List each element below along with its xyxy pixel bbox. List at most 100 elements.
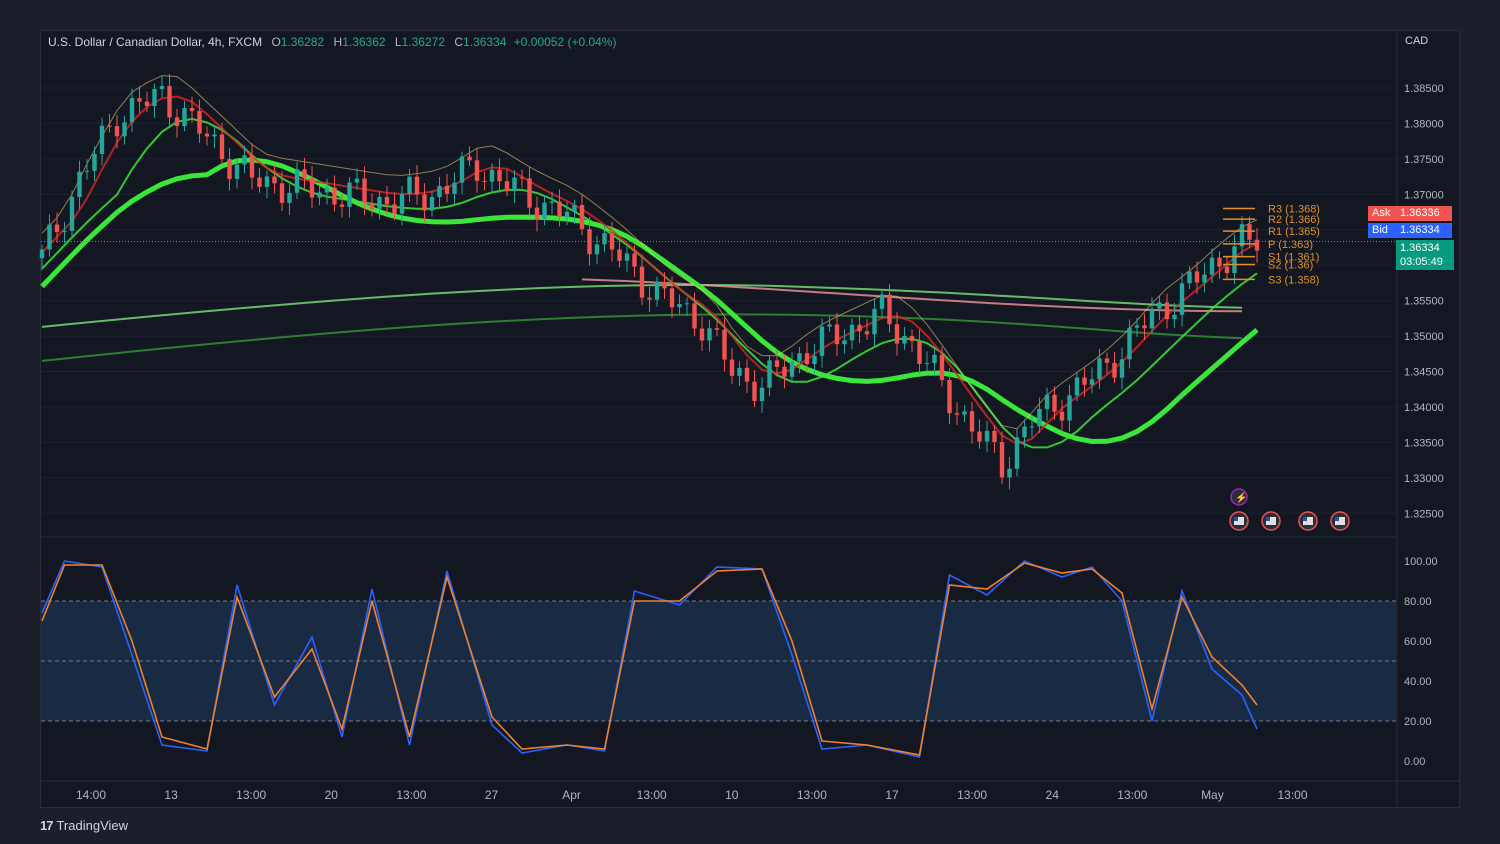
candle-body <box>234 164 240 180</box>
candle-body <box>249 155 255 178</box>
time-axis-label: 13:00 <box>236 788 266 802</box>
time-axis-label: 13:00 <box>1277 788 1307 802</box>
tradingview-logo[interactable]: 17 TradingView <box>40 818 129 833</box>
candle-body <box>182 107 187 127</box>
time-axis-label: 24 <box>1046 788 1060 802</box>
candle-body <box>1209 257 1215 275</box>
stoch-axis-label: 20.00 <box>1404 716 1432 728</box>
candle-body <box>497 169 502 182</box>
candle-body <box>542 202 547 220</box>
candle-body <box>917 341 922 364</box>
candle-body <box>789 361 795 377</box>
candle-body <box>467 156 472 161</box>
candle-body <box>69 197 75 231</box>
candle-body <box>1097 358 1102 380</box>
candle-body <box>984 430 990 442</box>
stoch-axis-label: 40.00 <box>1404 676 1432 688</box>
stoch-axis-label: 80.00 <box>1404 596 1432 608</box>
price-axis-label: 1.34500 <box>1404 367 1444 379</box>
pivot-label: R2 (1.366) <box>1268 214 1320 226</box>
candle-body <box>684 303 690 305</box>
flag-field <box>1303 517 1313 525</box>
candle-body <box>1074 377 1080 396</box>
candle-body <box>114 126 120 137</box>
low-value: 1.36272 <box>401 35 445 49</box>
candle-body <box>909 336 915 342</box>
change-value: +0.00052 (+0.04%) <box>513 35 617 49</box>
flag-field <box>1234 517 1244 525</box>
time-axis-label: 10 <box>725 788 739 802</box>
candle-body <box>197 111 202 134</box>
high-label: H <box>333 35 343 49</box>
candle-body <box>617 249 622 261</box>
candle-body <box>782 366 787 377</box>
candle-body <box>332 187 337 205</box>
candle-body <box>857 324 862 332</box>
candle-body <box>144 101 150 107</box>
candle-body <box>1089 379 1095 385</box>
candle-body <box>47 224 52 250</box>
close-value: 1.36334 <box>463 35 507 49</box>
time-axis-label: 13:00 <box>1117 788 1147 802</box>
candle-body <box>1134 325 1140 328</box>
price-axis-label: 1.35500 <box>1404 296 1444 308</box>
candle-body <box>422 194 427 211</box>
candle-body <box>1179 283 1185 315</box>
candle-body <box>759 387 765 401</box>
candle-body <box>54 224 60 233</box>
candle-body <box>1239 224 1245 247</box>
symbol-name[interactable]: U.S. Dollar / Canadian Dollar, 4h, FXCM <box>48 35 263 49</box>
candle-body <box>767 360 772 388</box>
candle-body <box>1037 408 1042 427</box>
candle-body <box>714 328 720 330</box>
bar-countdown: 03:05:49 <box>1400 256 1443 268</box>
candle-body <box>339 204 345 207</box>
candle-body <box>1104 358 1110 363</box>
candle-body <box>227 159 232 180</box>
ask-price-tag: 1.36336 <box>1396 206 1452 221</box>
candle-body <box>804 353 810 365</box>
candle-body <box>647 297 652 300</box>
time-axis-label: 17 <box>885 788 899 802</box>
candle-body <box>954 413 960 415</box>
candle-body <box>834 324 840 345</box>
lightning-glyph: ⚡ <box>1235 491 1247 504</box>
candle-body <box>1067 395 1072 421</box>
candle-body <box>1149 308 1155 329</box>
ask-label: Ask <box>1368 206 1396 221</box>
candle-body <box>392 204 397 214</box>
candle-body <box>129 98 135 123</box>
lightning-event-icon[interactable] <box>1230 488 1248 506</box>
candle-body <box>812 355 817 365</box>
candle-body <box>1014 437 1020 469</box>
candle-body <box>204 133 210 137</box>
candle-body <box>279 183 285 203</box>
candle-body <box>999 441 1005 478</box>
candle-body <box>1172 314 1177 320</box>
candle-body <box>99 125 105 154</box>
currency-label: CAD <box>1405 35 1429 47</box>
candle-body <box>1157 302 1162 309</box>
candle-body <box>272 176 277 184</box>
flag-canton <box>1266 517 1270 521</box>
candle-body <box>699 328 705 341</box>
candle-body <box>92 153 97 171</box>
candle-body <box>962 411 967 415</box>
candle-body <box>62 230 67 233</box>
candle-body <box>729 359 735 376</box>
stoch-d-line <box>41 562 1258 756</box>
flag-field <box>1266 517 1276 525</box>
flag-canton <box>1335 517 1339 521</box>
candle-body <box>587 229 592 255</box>
candle-body <box>459 156 465 183</box>
candle-body <box>189 107 195 112</box>
candle-body <box>564 211 570 217</box>
candle-body <box>1194 271 1200 283</box>
candle-body <box>534 207 540 220</box>
stoch-axis-label: 0.00 <box>1404 756 1425 768</box>
candle-body <box>1119 359 1125 378</box>
candle-body <box>264 176 270 187</box>
high-value: 1.36362 <box>342 35 386 49</box>
candle-body <box>407 176 412 195</box>
